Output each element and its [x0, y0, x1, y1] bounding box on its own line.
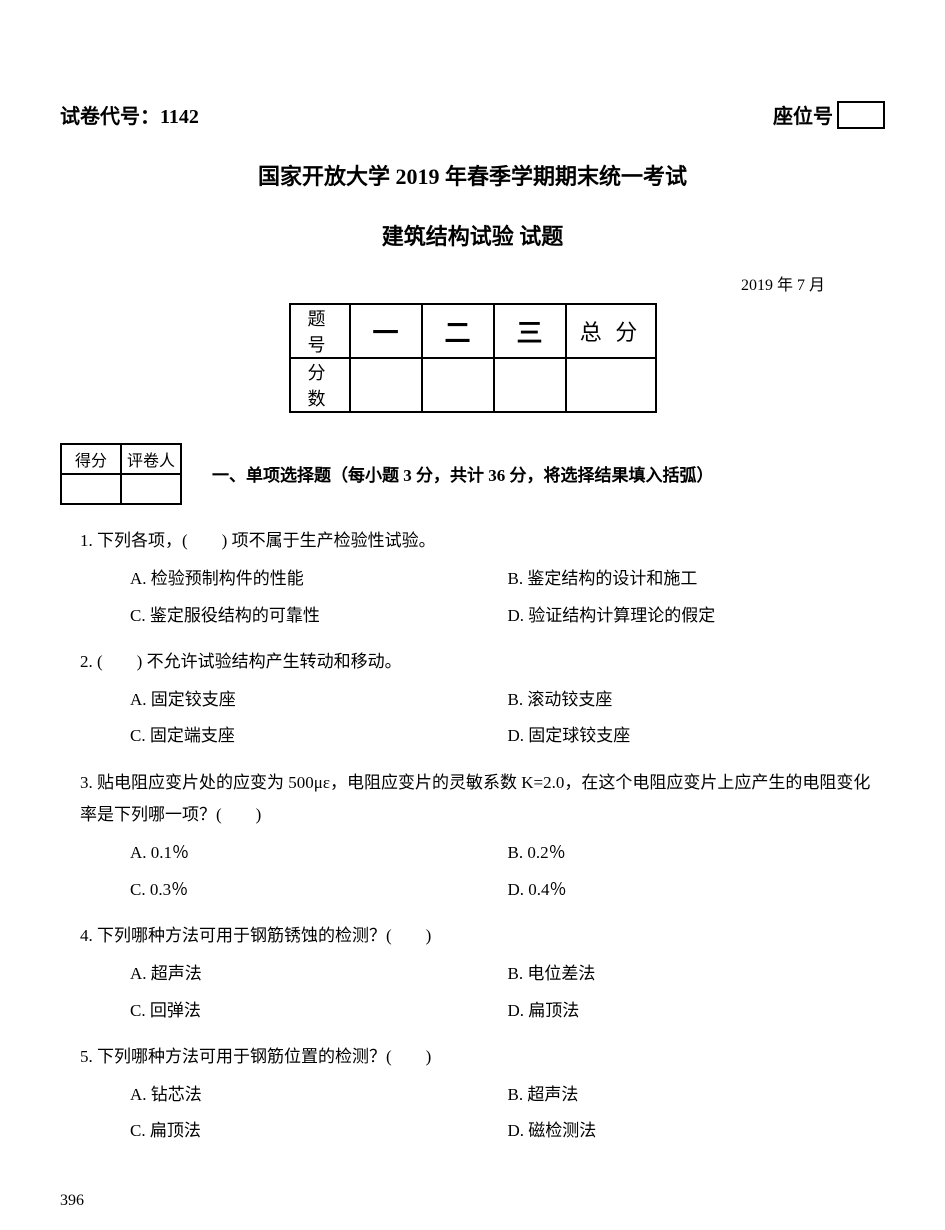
q2-options: A. 固定铰支座 B. 滚动铰支座 C. 固定端支座 D. 固定球铰支座 [80, 684, 885, 757]
score-total-val [566, 358, 656, 412]
q1-opt-d: D. 验证结构计算理论的假定 [508, 600, 886, 632]
q3-options: A. 0.1％ B. 0.2％ C. 0.3％ D. 0.4％ [80, 837, 885, 910]
score-total-label: 总 分 [566, 304, 656, 358]
exam-code-label: 试卷代号： [60, 106, 160, 128]
section-1-title: 一、单项选择题（每小题 3 分，共计 36 分，将选择结果填入括弧） [212, 461, 714, 486]
q4-opt-c: C. 回弹法 [130, 995, 508, 1027]
question-5: 5. 下列哪种方法可用于钢筋位置的检测？( ) A. 钻芯法 B. 超声法 C.… [80, 1041, 885, 1152]
seat-label-text: 座位号 [773, 100, 833, 129]
q5-opt-a: A. 钻芯法 [130, 1079, 508, 1111]
q2-opt-a: A. 固定铰支座 [130, 684, 508, 716]
q5-opt-b: B. 超声法 [508, 1079, 886, 1111]
q3-opt-d: D. 0.4％ [508, 874, 886, 906]
score-col-1: 一 [350, 304, 422, 358]
score-table-value-row: 分 数 [290, 358, 656, 412]
question-3: 3. 贴电阻应变片处的应变为 500με，电阻应变片的灵敏系数 K=2.0，在这… [80, 767, 885, 910]
q1-opt-b: B. 鉴定结构的设计和施工 [508, 563, 886, 595]
score-val-2 [422, 358, 494, 412]
q3-opt-b: B. 0.2％ [508, 837, 886, 869]
title-line-2: 建筑结构试验 试题 [60, 219, 885, 251]
score-value-label: 分 数 [290, 358, 350, 412]
q4-stem: 4. 下列哪种方法可用于钢筋锈蚀的检测？( ) [80, 920, 885, 952]
score-table: 题 号 一 二 三 总 分 分 数 [289, 303, 657, 413]
score-col-3: 三 [494, 304, 566, 358]
q4-options: A. 超声法 B. 电位差法 C. 回弹法 D. 扁顶法 [80, 958, 885, 1031]
mini-score-v1 [61, 474, 121, 504]
question-list: 1. 下列各项，( ) 项不属于生产检验性试验。 A. 检验预制构件的性能 B.… [80, 525, 885, 1152]
score-table-header-row: 题 号 一 二 三 总 分 [290, 304, 656, 358]
exam-date: 2019 年 7 月 [60, 271, 825, 295]
q3-stem: 3. 贴电阻应变片处的应变为 500με，电阻应变片的灵敏系数 K=2.0，在这… [80, 767, 885, 832]
header-row: 试卷代号：1142 座位号 [60, 100, 885, 129]
mini-score-values [61, 474, 181, 504]
score-table-wrap: 题 号 一 二 三 总 分 分 数 [60, 303, 885, 413]
q4-opt-d: D. 扁顶法 [508, 995, 886, 1027]
q1-stem: 1. 下列各项，( ) 项不属于生产检验性试验。 [80, 525, 885, 557]
seat-number-box [837, 101, 885, 129]
score-col-2: 二 [422, 304, 494, 358]
q5-stem: 5. 下列哪种方法可用于钢筋位置的检测？( ) [80, 1041, 885, 1073]
q4-opt-b: B. 电位差法 [508, 958, 886, 990]
score-header-label: 题 号 [290, 304, 350, 358]
title-line-1: 国家开放大学 2019 年春季学期期末统一考试 [60, 159, 885, 191]
seat-label: 座位号 [773, 100, 885, 129]
mini-score-table: 得分 评卷人 [60, 443, 182, 505]
question-1: 1. 下列各项，( ) 项不属于生产检验性试验。 A. 检验预制构件的性能 B.… [80, 525, 885, 636]
q3-opt-c: C. 0.3％ [130, 874, 508, 906]
q4-opt-a: A. 超声法 [130, 958, 508, 990]
score-val-3 [494, 358, 566, 412]
mini-score-header: 得分 评卷人 [61, 444, 181, 474]
q2-opt-d: D. 固定球铰支座 [508, 720, 886, 752]
q2-opt-c: C. 固定端支座 [130, 720, 508, 752]
q2-stem: 2. ( ) 不允许试验结构产生转动和移动。 [80, 646, 885, 678]
question-4: 4. 下列哪种方法可用于钢筋锈蚀的检测？( ) A. 超声法 B. 电位差法 C… [80, 920, 885, 1031]
q1-opt-a: A. 检验预制构件的性能 [130, 563, 508, 595]
q5-options: A. 钻芯法 B. 超声法 C. 扁顶法 D. 磁检测法 [80, 1079, 885, 1152]
page-number: 396 [60, 1192, 84, 1210]
question-2: 2. ( ) 不允许试验结构产生转动和移动。 A. 固定铰支座 B. 滚动铰支座… [80, 646, 885, 757]
score-val-1 [350, 358, 422, 412]
mini-score-c2: 评卷人 [121, 444, 181, 474]
q3-opt-a: A. 0.1％ [130, 837, 508, 869]
q1-options: A. 检验预制构件的性能 B. 鉴定结构的设计和施工 C. 鉴定服役结构的可靠性… [80, 563, 885, 636]
exam-code: 试卷代号：1142 [60, 100, 199, 129]
q2-opt-b: B. 滚动铰支座 [508, 684, 886, 716]
section-1-header: 得分 评卷人 一、单项选择题（每小题 3 分，共计 36 分，将选择结果填入括弧… [60, 443, 885, 505]
mini-score-c1: 得分 [61, 444, 121, 474]
q5-opt-d: D. 磁检测法 [508, 1115, 886, 1147]
mini-score-v2 [121, 474, 181, 504]
exam-code-value: 1142 [160, 106, 199, 128]
q5-opt-c: C. 扁顶法 [130, 1115, 508, 1147]
q1-opt-c: C. 鉴定服役结构的可靠性 [130, 600, 508, 632]
